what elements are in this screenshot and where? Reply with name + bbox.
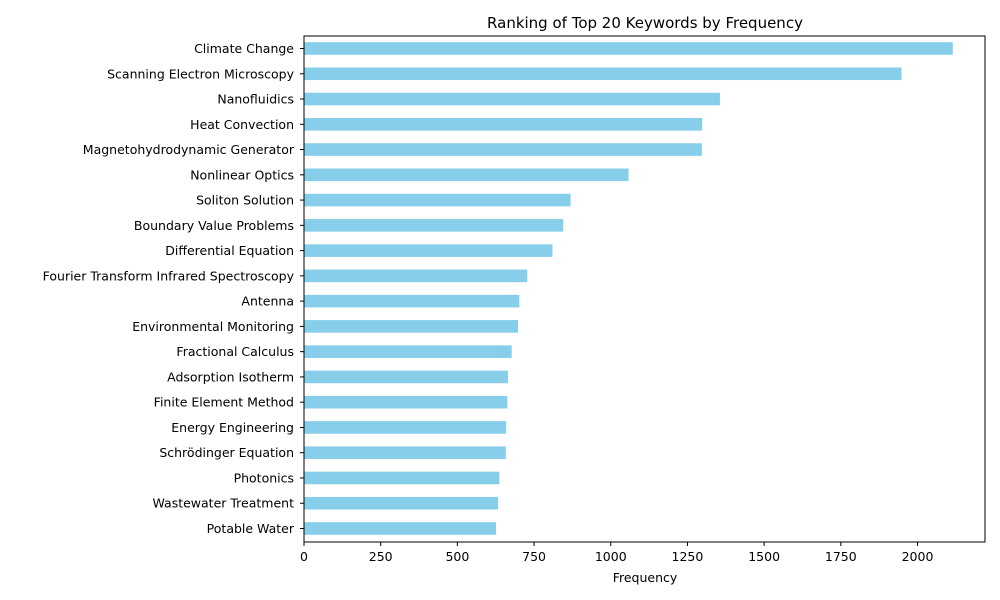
chart-title: Ranking of Top 20 Keywords by Frequency	[487, 14, 803, 32]
y-tick-label: Boundary Value Problems	[134, 218, 294, 233]
bar	[304, 143, 702, 156]
x-tick-label: 2000	[902, 549, 934, 564]
plot-frame	[303, 35, 986, 543]
bar	[304, 219, 564, 232]
x-tick-label: 0	[300, 549, 308, 564]
x-tick-label: 1250	[672, 549, 704, 564]
bar	[304, 496, 499, 510]
bars-group	[304, 42, 953, 535]
bar	[304, 117, 703, 131]
bar	[304, 269, 528, 283]
y-tick-label: Potable Water	[207, 521, 295, 536]
y-tick-label: Fractional Calculus	[176, 344, 294, 359]
bar	[304, 67, 902, 81]
y-tick-label: Nanofluidics	[217, 92, 294, 107]
bar	[304, 421, 507, 434]
y-tick-label: Adsorption Isotherm	[167, 369, 294, 384]
x-tick-label: 1750	[825, 549, 857, 564]
y-tick-label: Energy Engineering	[171, 420, 294, 435]
bar	[304, 244, 553, 257]
y-tick-label: Magnetohydrodynamic Generator	[83, 142, 295, 157]
x-tick-label: 1000	[595, 549, 627, 564]
y-tick-label: Differential Equation	[165, 243, 294, 258]
y-tick-label: Wastewater Treatment	[152, 496, 294, 511]
y-tick-label: Finite Element Method	[154, 395, 294, 410]
bar	[304, 92, 720, 106]
bar	[304, 193, 571, 207]
y-tick-label: Environmental Monitoring	[132, 319, 294, 334]
y-tick-label: Schrödinger Equation	[159, 445, 294, 460]
bar	[304, 471, 500, 485]
x-tick-label: 1500	[748, 549, 780, 564]
y-tick-label: Nonlinear Optics	[190, 167, 294, 182]
bar	[304, 522, 497, 535]
y-tick-label: Photonics	[234, 470, 294, 485]
y-tick-label: Heat Convection	[190, 117, 294, 132]
y-tick-label: Antenna	[241, 294, 294, 309]
bar	[304, 395, 508, 409]
y-tick-label: Fourier Transform Infrared Spectroscopy	[43, 268, 295, 283]
bar	[304, 446, 506, 460]
y-tick-label: Scanning Electron Microscopy	[107, 66, 294, 81]
x-ticks: 0 250 500 750 1000 1250 1500 1750 2000	[300, 542, 933, 564]
y-tick-label: Soliton Solution	[196, 193, 294, 208]
bar	[304, 345, 512, 358]
x-axis-label: Frequency	[613, 570, 678, 585]
x-tick-label: 500	[445, 549, 469, 564]
bar	[304, 370, 508, 384]
bar	[304, 168, 629, 182]
y-tick-labels: Climate Change Scanning Electron Microsco…	[43, 41, 304, 536]
bar	[304, 320, 519, 333]
y-tick-label: Climate Change	[194, 41, 294, 56]
bar	[304, 294, 520, 308]
x-tick-label: 250	[369, 549, 393, 564]
x-tick-label: 750	[522, 549, 546, 564]
bar	[304, 42, 953, 55]
